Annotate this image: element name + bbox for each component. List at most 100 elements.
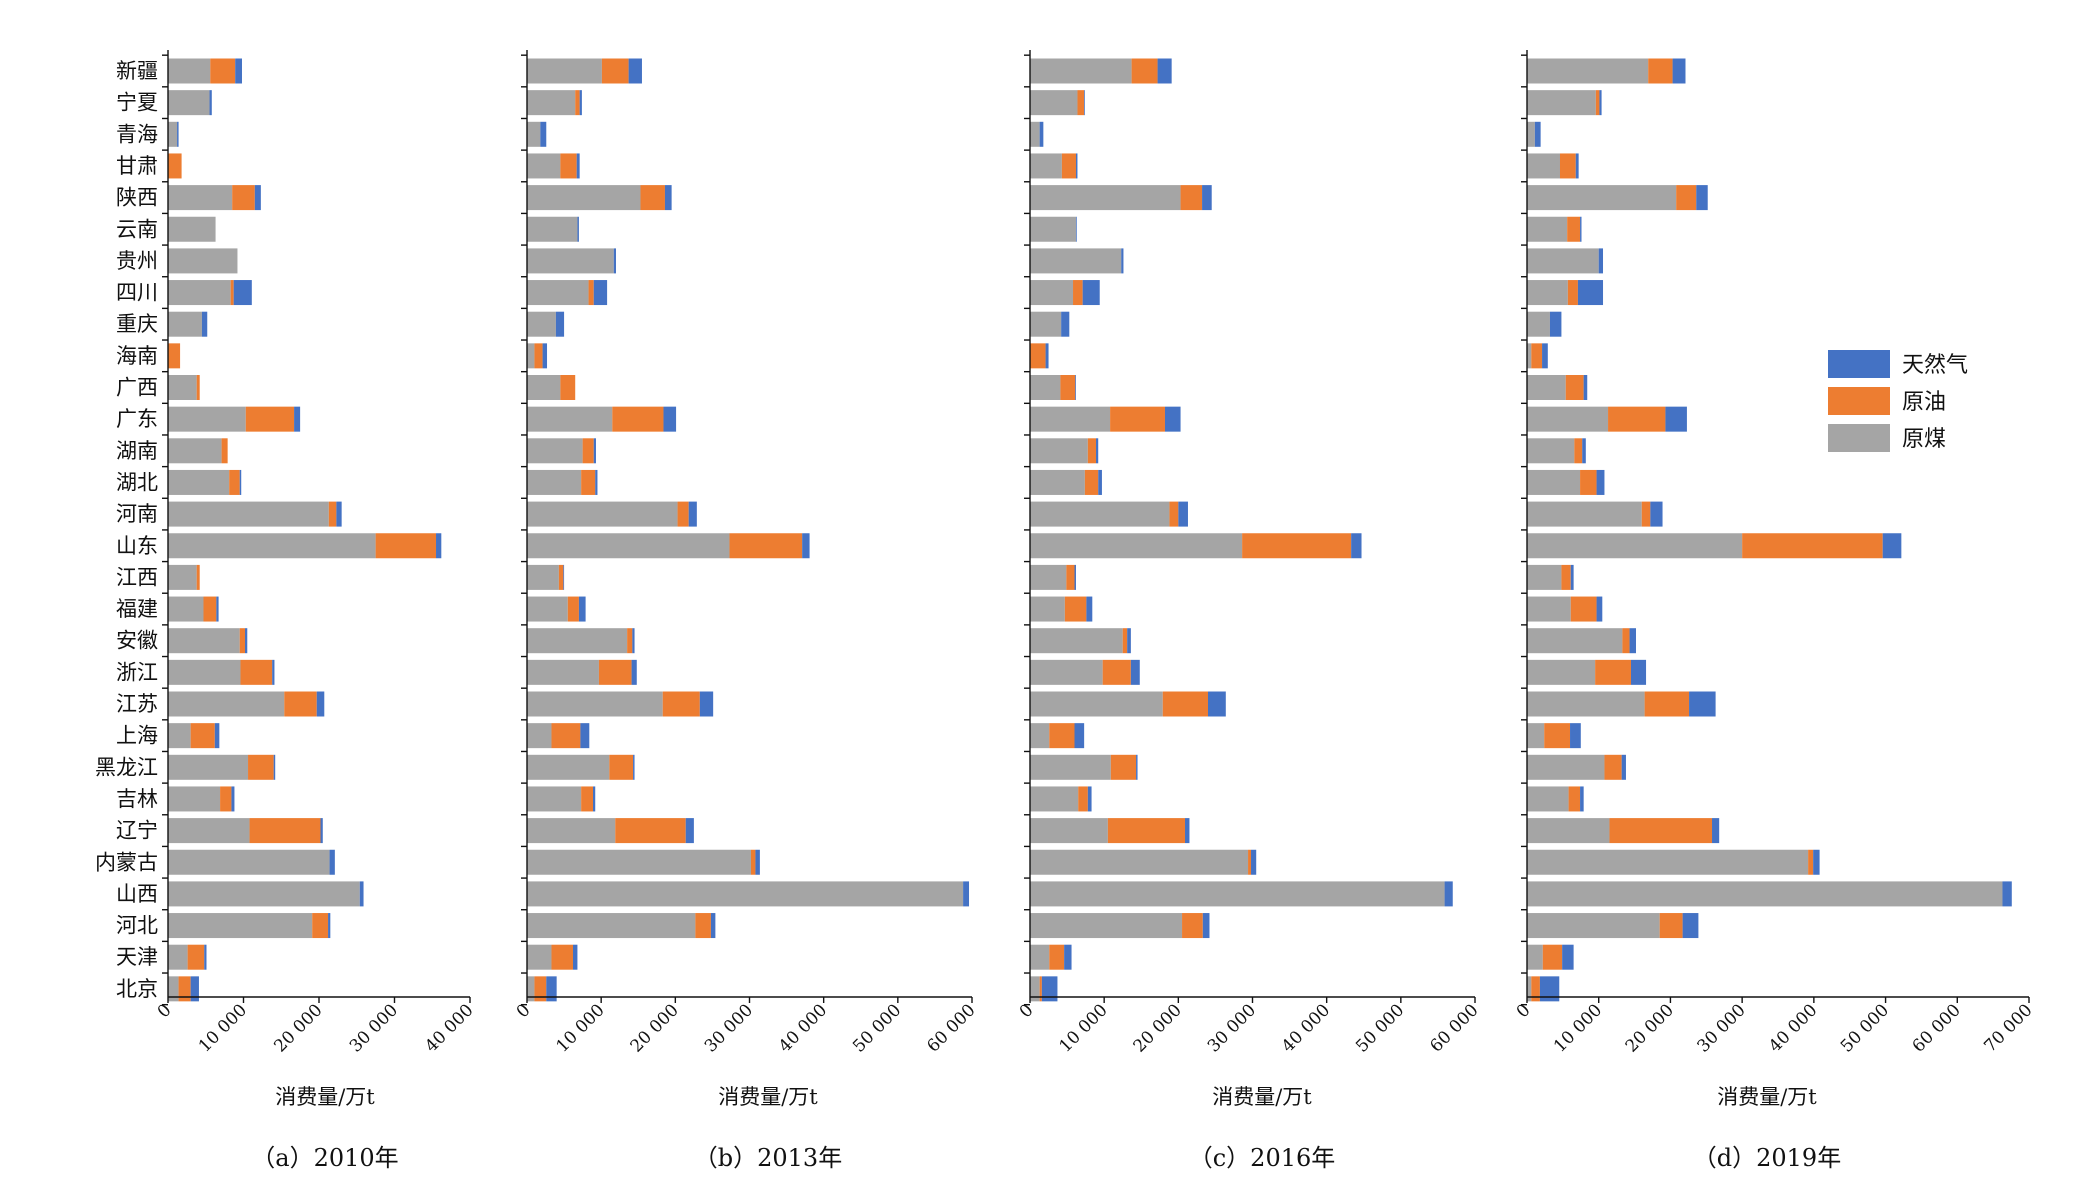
bar-2-28-coal <box>527 944 552 970</box>
bar-2-2-coal <box>527 121 541 147</box>
bar-4-17-coal <box>1527 596 1571 622</box>
bar-4-6-gas <box>1598 248 1604 274</box>
bar-2-12-gas <box>593 438 596 464</box>
bar-3-27-oil <box>1182 913 1203 939</box>
bar-1-29-oil <box>178 976 191 1002</box>
bar-1-21-coal <box>168 723 191 749</box>
bar-1-28-oil <box>187 944 205 970</box>
bar-2-24-coal <box>527 818 616 844</box>
bar-3-2-coal <box>1030 121 1040 147</box>
bar-2-7-oil <box>588 280 594 306</box>
bar-2-16-coal <box>527 564 559 590</box>
bar-3-23-oil <box>1078 786 1088 812</box>
bar-4-14-oil <box>1641 501 1651 527</box>
bar-4-17-oil <box>1570 596 1597 622</box>
bar-4-6-coal <box>1527 248 1599 274</box>
bar-4-11-gas <box>1665 406 1687 432</box>
bar-4-23-coal <box>1527 786 1569 812</box>
bar-2-22-gas <box>633 754 635 780</box>
bar-1-17-coal <box>168 596 204 622</box>
x-tick-label: 60 000 <box>923 1000 979 1056</box>
x-tick-label: 10 000 <box>1550 1000 1606 1056</box>
bar-3-10-oil <box>1060 375 1076 400</box>
bar-2-14-gas <box>688 501 697 527</box>
province-label: 福建 <box>116 597 158 621</box>
bar-1-4-gas <box>254 185 261 211</box>
x-tick-label: 10 000 <box>195 1000 251 1056</box>
bar-2-0-gas <box>628 58 642 84</box>
bar-3-15-gas <box>1351 533 1362 559</box>
bar-4-26-gas <box>2002 881 2012 907</box>
bar-1-12-coal <box>168 438 222 464</box>
bar-1-27-coal <box>168 913 313 939</box>
bar-1-14-coal <box>168 501 329 527</box>
bar-1-13-oil <box>229 469 240 495</box>
bar-3-12-coal <box>1030 438 1088 464</box>
province-label: 重庆 <box>116 312 158 336</box>
bar-4-5-oil <box>1567 216 1581 242</box>
bar-1-8-coal <box>168 311 202 337</box>
bar-3-0-gas <box>1157 58 1172 84</box>
bar-3-14-gas <box>1178 501 1188 527</box>
province-label: 广东 <box>116 407 158 431</box>
bar-4-5-gas <box>1580 216 1582 242</box>
province-label: 甘肃 <box>116 154 158 178</box>
bar-2-1-gas <box>579 90 582 116</box>
bar-1-23-gas <box>231 786 235 812</box>
bar-3-7-coal <box>1030 280 1074 306</box>
bar-1-19-gas <box>272 659 275 685</box>
bar-1-24-oil <box>249 818 321 844</box>
x-tick-label: 30 000 <box>1204 1000 1260 1056</box>
bar-3-17-coal <box>1030 596 1065 622</box>
panel-caption: （b）2013年 <box>694 1144 842 1172</box>
province-label: 北京 <box>116 977 158 1001</box>
bar-2-16-gas <box>563 564 565 590</box>
bar-3-9-oil <box>1030 343 1046 369</box>
bar-1-15-coal <box>168 533 376 559</box>
province-label: 湖北 <box>116 470 158 494</box>
chart-panel-2: 0 10 000 20 000 30 000 40 000 50 000 60 000 消费量… <box>513 50 980 1172</box>
bar-2-14-coal <box>527 501 678 527</box>
x-tick-label: 50 000 <box>849 1000 905 1056</box>
bar-1-23-coal <box>168 786 221 812</box>
bar-4-10-gas <box>1583 375 1588 400</box>
bar-1-4-coal <box>168 185 233 211</box>
bar-4-28-oil <box>1542 944 1563 970</box>
bar-2-6-coal <box>527 248 614 274</box>
bar-3-3-coal <box>1030 153 1062 179</box>
bar-2-7-coal <box>527 280 589 306</box>
bar-4-13-oil <box>1580 469 1597 495</box>
bar-3-12-gas <box>1096 438 1099 464</box>
bar-4-28-coal <box>1527 944 1543 970</box>
bar-3-6-gas <box>1121 248 1124 274</box>
bar-3-2-gas <box>1039 121 1044 147</box>
bar-4-13-gas <box>1596 469 1605 495</box>
bar-1-22-oil <box>248 754 274 780</box>
bar-4-20-coal <box>1527 691 1645 717</box>
bar-2-20-oil <box>662 691 700 717</box>
bar-4-25-oil <box>1808 849 1814 875</box>
bar-4-3-oil <box>1559 153 1576 179</box>
bar-3-22-oil <box>1110 754 1137 780</box>
bar-3-13-oil <box>1084 469 1099 495</box>
bar-2-21-coal <box>527 723 552 749</box>
bar-2-17-gas <box>578 596 586 622</box>
province-label: 贵州 <box>116 249 158 273</box>
bar-1-13-coal <box>168 469 230 495</box>
bar-2-12-coal <box>527 438 583 464</box>
bar-4-1-oil <box>1595 90 1600 116</box>
bar-3-25-gas <box>1251 849 1257 875</box>
province-label: 陕西 <box>116 186 158 210</box>
bar-2-27-oil <box>695 913 711 939</box>
bar-4-7-oil <box>1567 280 1578 306</box>
bar-1-4-oil <box>232 185 255 211</box>
bar-3-17-gas <box>1086 596 1093 622</box>
bar-4-12-coal <box>1527 438 1575 464</box>
bar-3-8-gas <box>1061 311 1070 337</box>
x-tick-label: 40 000 <box>421 1000 477 1056</box>
bar-3-14-oil <box>1169 501 1179 527</box>
bar-2-11-coal <box>527 406 613 432</box>
legend-label-gas: 天然气 <box>1902 353 1968 378</box>
bar-4-4-oil <box>1676 185 1697 211</box>
